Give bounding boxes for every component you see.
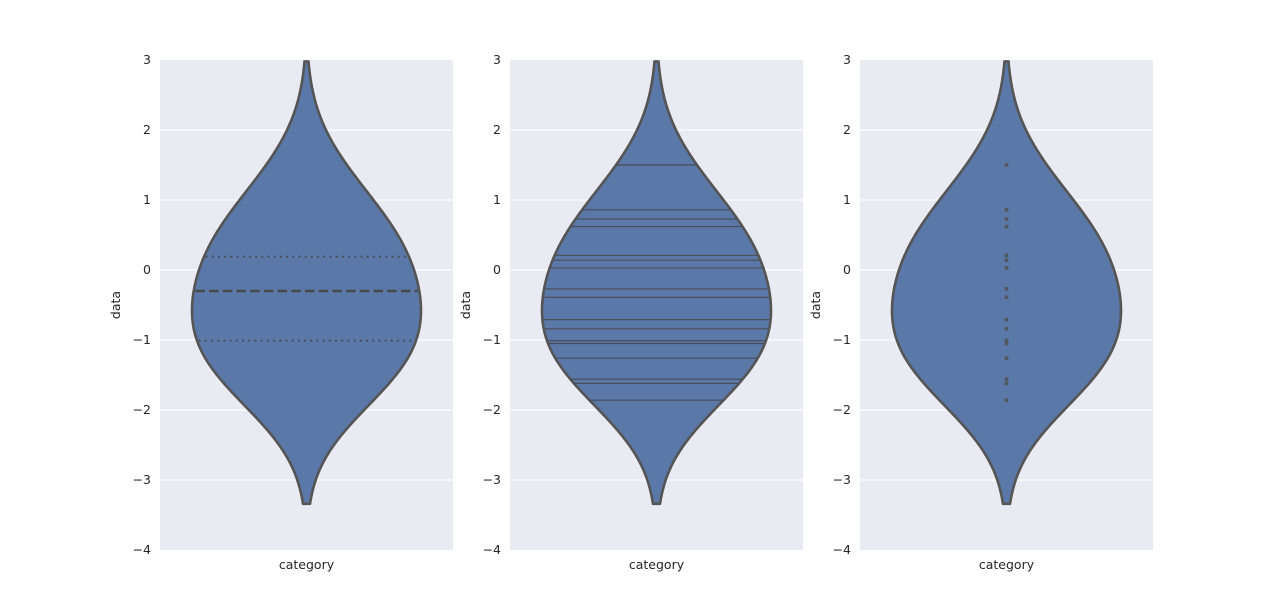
violin-body xyxy=(190,60,423,506)
y-tick-label: −1 xyxy=(483,332,501,347)
y-tick-label: 1 xyxy=(493,192,501,207)
violin-point xyxy=(1004,327,1009,331)
y-tick-label: −2 xyxy=(833,402,851,417)
y-tick-label: −1 xyxy=(833,332,851,347)
y-tick-label: 3 xyxy=(493,52,501,67)
x-axis-label: category xyxy=(979,557,1035,572)
y-tick-label: −2 xyxy=(133,402,151,417)
y-axis-label: data xyxy=(808,291,823,319)
violin-point xyxy=(1004,163,1009,167)
violin-point xyxy=(1004,356,1009,360)
violin-panel-point: 3 2 1 0 −1 −2 −3 −4 data category xyxy=(808,52,1153,572)
violin-body xyxy=(540,60,773,506)
violin-point xyxy=(1004,341,1009,346)
y-tick-label: −3 xyxy=(483,472,501,487)
violin-point xyxy=(1004,224,1009,229)
y-tick-label: 1 xyxy=(843,192,851,207)
violin-point xyxy=(1004,295,1009,300)
y-tick-label: 3 xyxy=(143,52,151,67)
y-tick-label: 2 xyxy=(493,122,501,137)
x-axis-label: category xyxy=(629,557,685,572)
y-tick-label: −3 xyxy=(133,472,151,487)
y-tick-label: 0 xyxy=(143,262,151,277)
y-tick-label: 2 xyxy=(143,122,151,137)
violin-point xyxy=(1004,338,1009,343)
violin-point xyxy=(1004,258,1009,262)
violin-point xyxy=(1004,266,1009,270)
y-tick-label: 2 xyxy=(843,122,851,137)
violin-panel-quartile: 3 2 1 0 −1 −2 −3 −4 data category xyxy=(108,52,453,572)
y-tick-label: −4 xyxy=(133,542,151,557)
x-axis-label: category xyxy=(279,557,335,572)
y-tick-label: −1 xyxy=(133,332,151,347)
violin-point xyxy=(1004,317,1009,322)
violin-point xyxy=(1004,398,1009,402)
violin-point xyxy=(1004,217,1009,221)
y-tick-label: −3 xyxy=(833,472,851,487)
violin-panel-stick: 3 2 1 0 −1 −2 −3 −4 data category xyxy=(458,52,803,572)
y-axis-label: data xyxy=(108,291,123,319)
violin-body xyxy=(890,60,1123,506)
y-tick-label: −2 xyxy=(483,402,501,417)
violin-point xyxy=(1004,253,1009,258)
y-tick-label: −4 xyxy=(833,542,851,557)
y-tick-label: −4 xyxy=(483,542,501,557)
y-tick-label: 1 xyxy=(143,192,151,207)
violin-point xyxy=(1004,208,1009,212)
violin-point xyxy=(1004,381,1009,386)
violin-point xyxy=(1004,377,1009,381)
violin-point xyxy=(1004,287,1009,291)
y-axis-label: data xyxy=(458,291,473,319)
y-tick-label: 0 xyxy=(843,262,851,277)
y-tick-label: 3 xyxy=(843,52,851,67)
y-tick-label: 0 xyxy=(493,262,501,277)
